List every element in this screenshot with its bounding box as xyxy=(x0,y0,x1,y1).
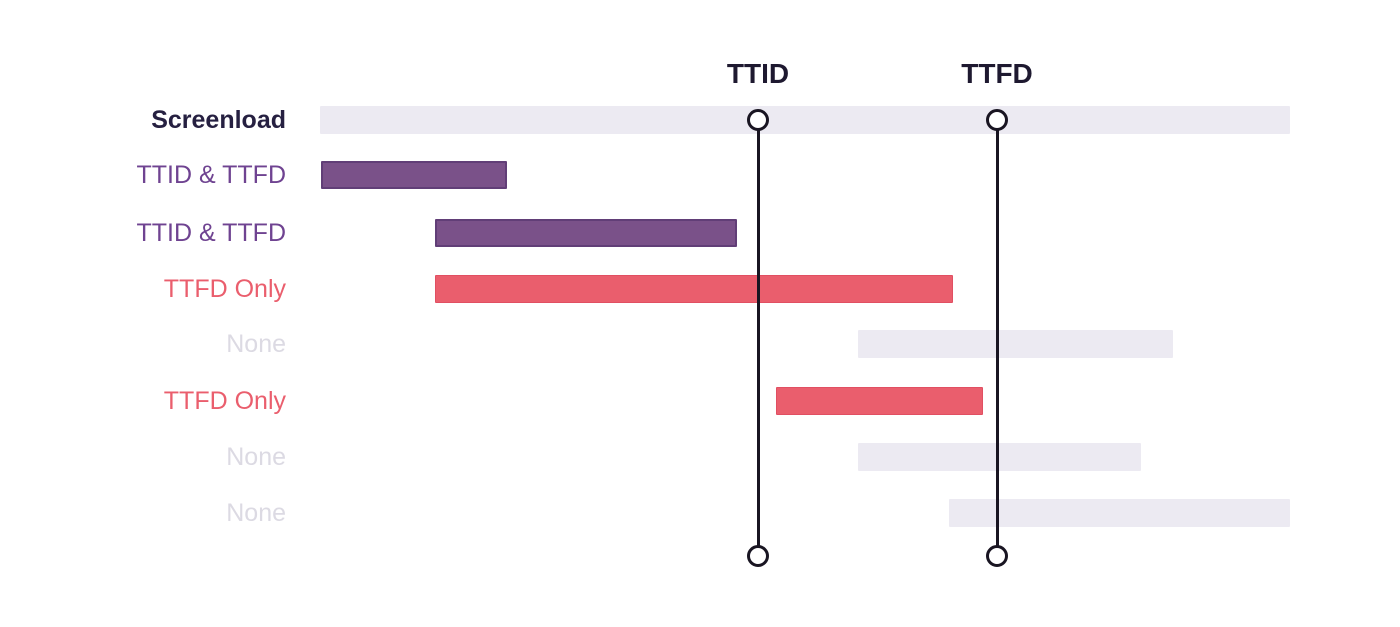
span-bar-ttid-ttfd xyxy=(435,219,737,247)
row-label-ttid-ttfd: TTID & TTFD xyxy=(136,161,286,189)
marker-start-circle-ttfd xyxy=(986,109,1008,131)
row-label-none: None xyxy=(226,443,286,471)
row-label-none: None xyxy=(226,499,286,527)
span-bar-none xyxy=(949,499,1290,527)
row-label-ttfd-only: TTFD Only xyxy=(163,275,286,303)
marker-end-circle-ttfd xyxy=(986,545,1008,567)
row-label-ttid-ttfd: TTID & TTFD xyxy=(136,219,286,247)
marker-label-ttid: TTID xyxy=(726,58,790,89)
marker-label-ttfd: TTFD xyxy=(961,58,1033,89)
span-bar-none xyxy=(858,330,1173,358)
row-label-ttfd-only: TTFD Only xyxy=(163,387,286,415)
row-label-screenload: Screenload xyxy=(151,106,286,134)
span-bar-none xyxy=(858,443,1141,471)
span-bar-ttid-ttfd xyxy=(321,161,507,189)
span-bar-screenload xyxy=(320,106,1290,134)
marker-end-circle-ttid xyxy=(747,545,769,567)
span-bar-ttfd-only xyxy=(435,275,953,303)
marker-line-ttid xyxy=(756,120,760,556)
marker-line-ttfd xyxy=(995,120,999,556)
marker-start-circle-ttid xyxy=(747,109,769,131)
row-label-none: None xyxy=(226,330,286,358)
span-bar-ttfd-only xyxy=(776,387,983,415)
